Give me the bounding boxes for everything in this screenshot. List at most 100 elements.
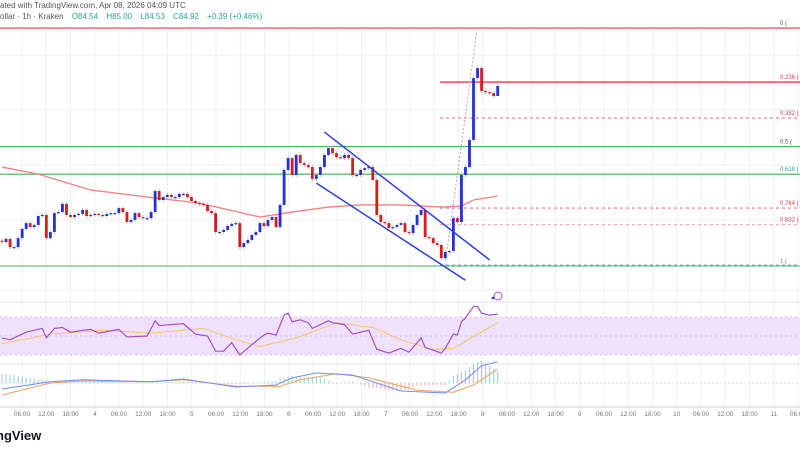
macd-histogram-bar (202, 382, 205, 384)
candle-up (153, 191, 157, 213)
macd-histogram-bar (291, 375, 293, 384)
candle-up (77, 213, 80, 216)
macd-histogram-bar (497, 371, 499, 384)
created-with-caption: ated with TradingView.com, Apr 08, 2026 … (0, 1, 186, 10)
macd-histogram-bar (178, 381, 180, 384)
candle-down (387, 223, 391, 229)
macd-histogram-bar (428, 383, 430, 386)
candle-down (202, 203, 205, 206)
macd-histogram-bar (279, 378, 281, 384)
macd-histogram-bar (408, 383, 410, 389)
candle-down (435, 243, 439, 245)
candle-up (327, 148, 330, 155)
macd-histogram-bar (352, 381, 354, 384)
macd-histogram-bar (21, 376, 23, 384)
macd-signal-line (1, 368, 498, 396)
candle-up (294, 154, 298, 175)
candle-up (355, 174, 359, 177)
macd-line (1, 361, 498, 394)
candle-down (97, 213, 101, 216)
macd-histogram-bar (138, 382, 140, 384)
macd-histogram-bar (110, 381, 112, 384)
candle-up (460, 174, 463, 223)
macd-histogram-bar (271, 381, 273, 384)
macd-histogram-bar (311, 376, 313, 384)
candle-up (286, 158, 290, 170)
macd-histogram-bar (98, 381, 100, 384)
candle-down (455, 218, 459, 223)
time-axis-label: 11 (770, 411, 777, 418)
macd-histogram-bar (448, 380, 450, 384)
candle-up (359, 169, 363, 175)
candle-up (254, 232, 258, 235)
candle-down (238, 223, 242, 248)
candle-up (218, 232, 222, 234)
time-axis-label: 06:00 (790, 411, 800, 418)
candle-down (65, 203, 68, 215)
candle-down (101, 214, 105, 217)
macd-histogram-bar (388, 383, 390, 390)
candle-up (419, 209, 423, 215)
macd-histogram-bar (331, 382, 334, 384)
candle-up (222, 229, 226, 233)
macd-histogram-bar (13, 375, 15, 384)
candle-up (109, 213, 113, 215)
candle-down (306, 164, 310, 168)
macd-histogram-bar (223, 383, 225, 384)
candle-down (488, 92, 492, 94)
time-axis-label: 18:00 (547, 411, 564, 418)
ohlc-change: +0.39 (+0.46%) (207, 12, 263, 21)
time-axis-label: 06:00 (402, 411, 419, 418)
candle-down (157, 191, 161, 200)
alert-icon (493, 291, 503, 301)
macd-histogram-bar (190, 382, 193, 384)
ohlc-close: C84.92 (173, 12, 199, 21)
macd-histogram-bar (126, 382, 128, 384)
fib-level-label: 0.618 ( (780, 167, 799, 173)
candle-up (399, 223, 403, 225)
time-axis-label: 12:00 (135, 411, 152, 418)
candle-up (278, 204, 282, 228)
macd-histogram-bar (82, 381, 84, 384)
time-axis-label: 06:00 (596, 411, 613, 418)
macd-histogram-bar (247, 383, 249, 384)
candle-up (4, 238, 8, 243)
time-axis-label: 06:00 (499, 411, 516, 418)
candle-up (230, 223, 234, 226)
candle-down (0, 240, 4, 243)
macd-histogram-bar (166, 382, 168, 384)
macd-histogram-bar (315, 376, 317, 384)
candle-up (266, 219, 270, 226)
candle-up (496, 86, 500, 96)
candle-up (343, 154, 346, 159)
macd-histogram-bar (295, 376, 297, 384)
macd-histogram-bar (327, 380, 330, 384)
macd-histogram-bar (404, 383, 406, 390)
candle-up (16, 238, 20, 248)
macd-histogram-bar (420, 383, 422, 386)
candle-up (93, 213, 97, 216)
macd-histogram-bar (364, 383, 366, 387)
macd-histogram-bar (243, 383, 245, 384)
candle-up (270, 217, 274, 220)
macd-histogram-bar (90, 381, 92, 384)
candle-up (12, 247, 16, 249)
trend-line-dashed (444, 29, 478, 266)
candle-up (20, 228, 24, 239)
macd-histogram-bar (307, 376, 309, 384)
candle-up (133, 213, 137, 220)
candle-down (198, 203, 201, 205)
candle-up (363, 168, 367, 170)
candle-down (85, 209, 89, 216)
candle-up (246, 239, 250, 244)
macd-histogram-bar (130, 382, 132, 384)
candle-down (403, 223, 407, 233)
macd-histogram-bar (263, 382, 265, 384)
candle-up (113, 213, 117, 215)
time-axis-label: 18:00 (741, 411, 758, 418)
symbol-info: ollar · 1h · Kraken (0, 12, 64, 21)
fib-level-label: 0.832 ( (780, 218, 799, 224)
macd-histogram-bar (73, 381, 76, 384)
candle-up (258, 223, 262, 233)
